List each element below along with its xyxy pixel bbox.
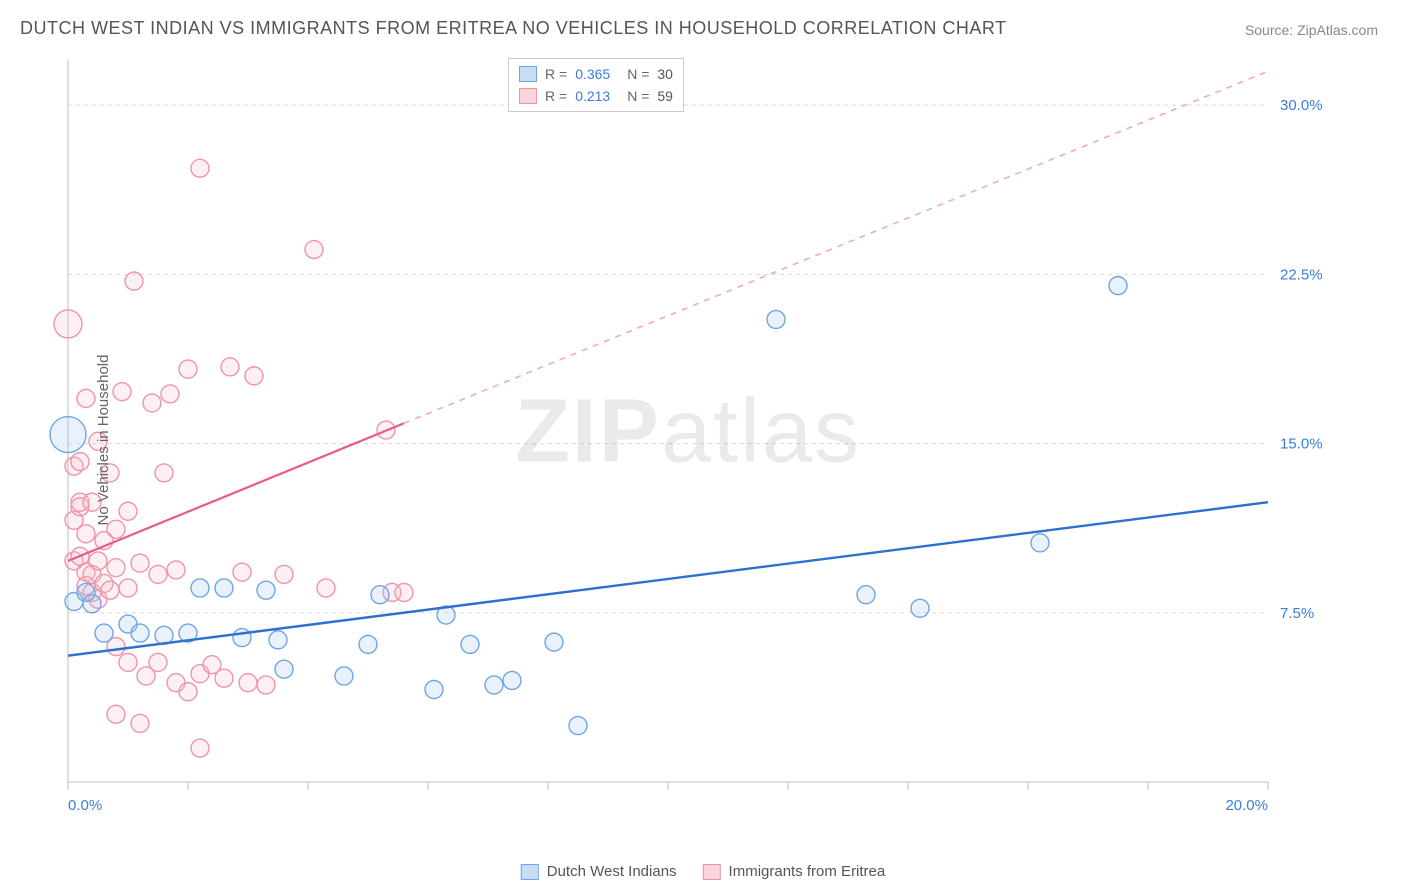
source-value: ZipAtlas.com (1297, 22, 1378, 38)
data-point (95, 624, 113, 642)
data-point (131, 554, 149, 572)
data-point (275, 660, 293, 678)
r-value: 0.213 (575, 88, 619, 104)
data-point (257, 581, 275, 599)
legend-swatch (519, 66, 537, 82)
data-point (77, 583, 95, 601)
data-point (131, 624, 149, 642)
data-point (71, 453, 89, 471)
data-point (269, 631, 287, 649)
n-label: N = (627, 88, 649, 104)
data-point (54, 310, 82, 338)
chart-title: DUTCH WEST INDIAN VS IMMIGRANTS FROM ERI… (20, 18, 1007, 39)
data-point (149, 653, 167, 671)
n-value: 59 (657, 88, 673, 104)
data-point (191, 739, 209, 757)
r-value: 0.365 (575, 66, 619, 82)
data-point (545, 633, 563, 651)
data-point (221, 358, 239, 376)
data-point (485, 676, 503, 694)
data-point (131, 714, 149, 732)
y-tick-label: 22.5% (1280, 266, 1323, 283)
r-label: R = (545, 88, 567, 104)
data-point (179, 360, 197, 378)
n-value: 30 (657, 66, 673, 82)
data-point (167, 561, 185, 579)
legend-label: Dutch West Indians (547, 863, 677, 880)
r-label: R = (545, 66, 567, 82)
data-point (191, 159, 209, 177)
data-point (461, 635, 479, 653)
y-tick-label: 7.5% (1280, 605, 1314, 622)
data-point (1109, 277, 1127, 295)
legend-swatch (703, 864, 721, 880)
data-point (317, 579, 335, 597)
legend-item: Dutch West Indians (521, 863, 677, 880)
data-point (569, 717, 587, 735)
data-point (1031, 534, 1049, 552)
data-point (191, 579, 209, 597)
source-label: Source: (1245, 22, 1293, 38)
data-point (359, 635, 377, 653)
data-point (179, 683, 197, 701)
y-tick-label: 15.0% (1280, 436, 1323, 453)
data-point (113, 383, 131, 401)
stats-row: R = 0.213 N = 59 (519, 85, 673, 107)
data-point (767, 310, 785, 328)
data-point (257, 676, 275, 694)
data-point (89, 552, 107, 570)
data-point (149, 565, 167, 583)
scatter-chart-svg: 7.5% 15.0% 22.5% 30.0% 0.0% 20.0% (48, 50, 1328, 830)
bottom-legend: Dutch West Indians Immigrants from Eritre… (521, 863, 886, 880)
data-point (77, 525, 95, 543)
legend-item: Immigrants from Eritrea (703, 863, 886, 880)
data-point (305, 241, 323, 259)
legend-label: Immigrants from Eritrea (729, 863, 886, 880)
data-point (215, 669, 233, 687)
data-point (425, 680, 443, 698)
data-point (395, 583, 413, 601)
data-point (50, 417, 86, 453)
data-point (77, 389, 95, 407)
x-tick-label: 0.0% (68, 797, 102, 814)
data-point (107, 559, 125, 577)
x-tick-label: 20.0% (1225, 797, 1268, 814)
data-point (125, 272, 143, 290)
data-point (371, 586, 389, 604)
trend-line-pink-dash (404, 71, 1268, 423)
y-axis-label: No Vehicles in Household (95, 355, 112, 526)
data-point (857, 586, 875, 604)
y-tick-label: 30.0% (1280, 97, 1323, 114)
n-label: N = (627, 66, 649, 82)
data-point (233, 563, 251, 581)
data-point (503, 671, 521, 689)
data-point (911, 599, 929, 617)
data-point (233, 629, 251, 647)
legend-swatch (519, 88, 537, 104)
data-point (101, 581, 119, 599)
data-point (143, 394, 161, 412)
source-attribution: Source: ZipAtlas.com (1245, 22, 1378, 38)
data-point (119, 653, 137, 671)
stats-row: R = 0.365 N = 30 (519, 63, 673, 85)
data-point (155, 464, 173, 482)
data-point (245, 367, 263, 385)
stats-legend-box: R = 0.365 N = 30 R = 0.213 N = 59 (508, 58, 684, 112)
data-point (239, 674, 257, 692)
data-point (335, 667, 353, 685)
data-point (161, 385, 179, 403)
data-point (119, 579, 137, 597)
data-point (119, 502, 137, 520)
data-point (275, 565, 293, 583)
data-point (107, 705, 125, 723)
data-point (215, 579, 233, 597)
plot-area: No Vehicles in Household 7.5% 15.0% 22.5% 3… (48, 50, 1328, 830)
legend-swatch (521, 864, 539, 880)
